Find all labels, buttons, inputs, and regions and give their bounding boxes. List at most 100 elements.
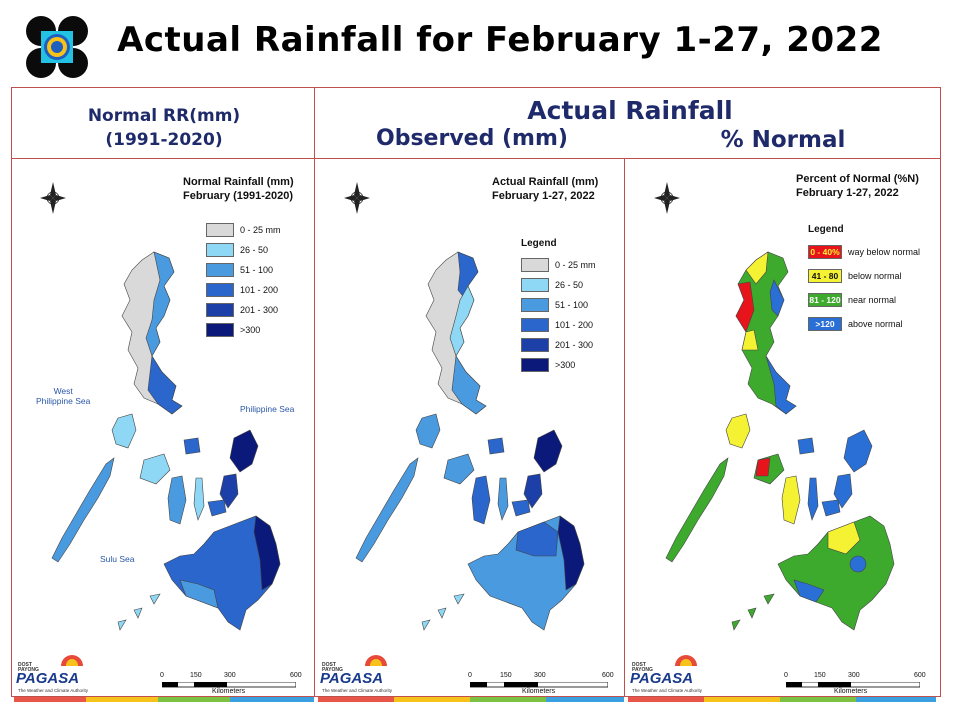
header-percent-normal: % Normal <box>720 127 846 153</box>
scale-tick: 300 <box>534 672 546 679</box>
scale-unit: Kilometers <box>834 688 868 695</box>
panel-title-line2: February (1991-2020) <box>183 190 294 202</box>
footer-stripe <box>158 697 230 702</box>
column-divider-1 <box>314 87 315 697</box>
umbrella-icon <box>365 655 387 666</box>
legend-item: >300 <box>521 357 575 373</box>
scale-tick: 300 <box>848 672 860 679</box>
legend-label: near normal <box>848 295 897 305</box>
header-normal: Normal RR(mm) (1991-2020) <box>14 104 314 152</box>
legend-label: 51 - 100 <box>555 300 589 310</box>
footer-stripe <box>628 697 704 702</box>
legend-swatch <box>521 278 549 292</box>
legend-title: Legend <box>808 224 844 235</box>
legend-label: 101 - 200 <box>555 320 594 330</box>
umbrella-icon <box>61 655 83 666</box>
legend-item: 26 - 50 <box>206 242 268 258</box>
panel-title-line2: February 1-27, 2022 <box>796 187 899 199</box>
scale-tick: 150 <box>190 672 202 679</box>
legend-item: 26 - 50 <box>521 277 583 293</box>
legend-swatch <box>521 318 549 332</box>
slide-title: Actual Rainfall for February 1-27, 2022 <box>117 20 883 60</box>
footer-stripe <box>14 697 86 702</box>
compass-rose-icon <box>40 182 66 214</box>
legend-swatch <box>521 298 549 312</box>
legend-label: 101 - 200 <box>240 285 279 295</box>
scale-tick: 150 <box>500 672 512 679</box>
footer-stripe <box>318 697 394 702</box>
legend-swatch <box>206 243 234 257</box>
legend-label: >300 <box>555 360 576 370</box>
legend-item: 41 - 80 below normal <box>808 268 902 284</box>
scale-tick: 600 <box>602 672 614 679</box>
scale-tick: 0 <box>784 672 788 679</box>
panel-title: Normal Rainfall (mm) February (1991-2020… <box>183 175 294 203</box>
legend-item: 0 - 40% way below normal <box>808 244 920 260</box>
header-normal-line2: (1991-2020) <box>105 130 223 150</box>
pagasa-wordmark: PAGASA <box>320 670 384 687</box>
legend-label: way below normal <box>848 247 921 257</box>
legend-item: 201 - 300 <box>521 337 593 353</box>
footer-stripe <box>546 697 624 702</box>
legend-item: 51 - 100 <box>521 297 588 313</box>
legend-swatch <box>206 283 234 297</box>
legend-swatch <box>521 258 549 272</box>
legend-swatch <box>206 303 234 317</box>
compass-rose-icon <box>344 182 370 214</box>
scale-bar <box>470 682 608 688</box>
header-actual: Actual Rainfall <box>527 96 733 125</box>
legend-label: 51 - 100 <box>240 265 274 275</box>
scale-tick: 0 <box>468 672 472 679</box>
sea-label-west: West Philippine Sea <box>36 386 91 406</box>
pagasa-wordmark: PAGASA <box>630 670 694 687</box>
scale-unit: Kilometers <box>522 688 556 695</box>
legend-item: 201 - 300 <box>206 302 278 318</box>
legend-label: 26 - 50 <box>555 280 584 290</box>
panel-title-line1: Normal Rainfall (mm) <box>183 176 294 188</box>
header-normal-line1: Normal RR(mm) <box>87 106 241 126</box>
pagasa-dost: DOST PAYONG <box>632 662 653 673</box>
pagasa-tagline: The Weather and Climate Authority <box>18 688 88 693</box>
legend-label: 0 - 25 mm <box>555 260 596 270</box>
legend-title: Legend <box>521 238 557 249</box>
pagasa-dost: DOST PAYONG <box>322 662 343 673</box>
scale-tick: 600 <box>290 672 302 679</box>
percent-normal-map: Percent of Normal (%N) February 1-27, 20… <box>628 160 936 696</box>
legend-item: 101 - 200 <box>521 317 593 333</box>
footer-stripe <box>856 697 936 702</box>
footer-stripe <box>470 697 546 702</box>
legend-item: 81 - 120 near normal <box>808 292 896 308</box>
legend-swatch: 0 - 40% <box>808 245 842 259</box>
dost-pagasa-logo <box>26 16 88 78</box>
legend-item: 101 - 200 <box>206 282 278 298</box>
scale-bar <box>162 682 296 688</box>
legend-swatch: >120 <box>808 317 842 331</box>
legend-label: 201 - 300 <box>240 305 279 315</box>
legend-label: 201 - 300 <box>555 340 594 350</box>
normal-rainfall-svg <box>51 251 281 631</box>
normal-rainfall-map: Normal Rainfall (mm) February (1991-2020… <box>14 160 322 696</box>
footer-stripe <box>86 697 158 702</box>
legend-label: >300 <box>240 325 261 335</box>
legend-item: >120 above normal <box>808 316 903 332</box>
scale-tick: 0 <box>160 672 164 679</box>
scale-tick: 300 <box>224 672 236 679</box>
footer-stripe <box>704 697 780 702</box>
column-divider-2 <box>624 158 625 697</box>
scale-unit: Kilometers <box>212 688 246 695</box>
legend-swatch <box>206 263 234 277</box>
compass-rose-icon <box>654 182 680 214</box>
footer-stripe <box>394 697 470 702</box>
legend-swatch: 81 - 120 <box>808 293 842 307</box>
legend-swatch <box>521 338 549 352</box>
panel-title-line2: February 1-27, 2022 <box>492 190 595 202</box>
legend-label: above normal <box>848 319 903 329</box>
panel-title-line1: Percent of Normal (%N) <box>796 173 919 185</box>
panel-title: Percent of Normal (%N) February 1-27, 20… <box>796 172 919 200</box>
table-frame <box>11 87 941 697</box>
umbrella-icon <box>675 655 697 666</box>
pagasa-wordmark: PAGASA <box>16 670 80 687</box>
legend-item: 0 - 25 mm <box>521 257 596 273</box>
footer-stripe <box>780 697 856 702</box>
actual-rainfall-svg <box>355 251 585 631</box>
